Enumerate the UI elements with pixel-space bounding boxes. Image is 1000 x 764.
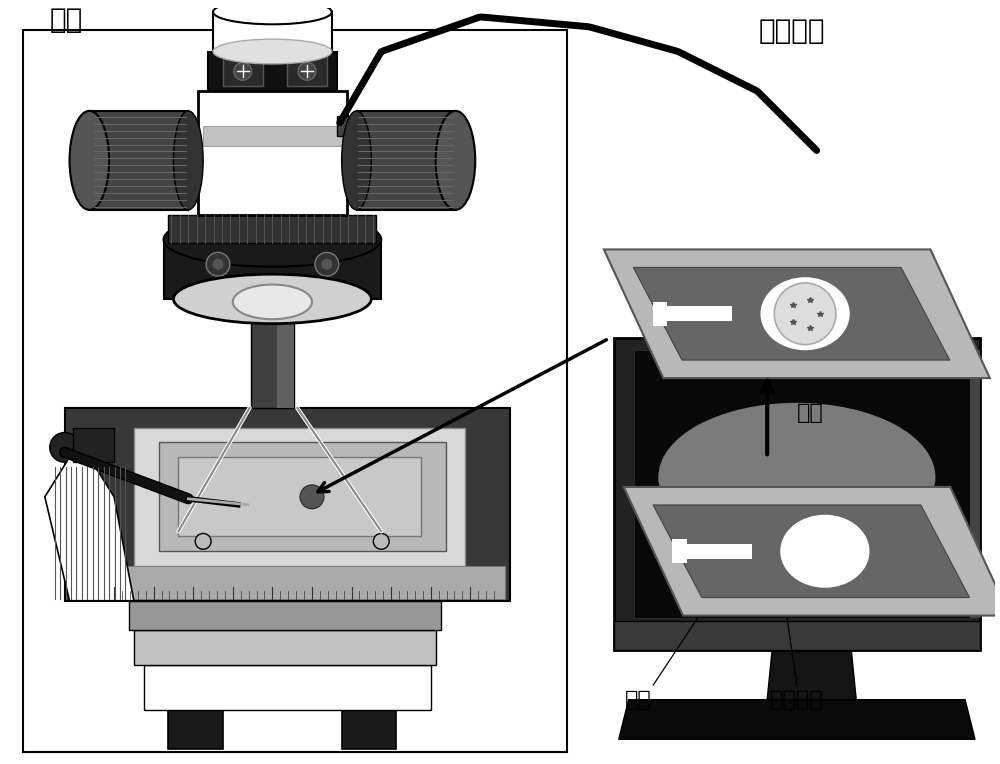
Polygon shape [208,51,337,91]
Polygon shape [159,442,446,552]
Polygon shape [89,111,188,210]
Polygon shape [65,408,510,601]
Text: 基底: 基底 [625,690,652,710]
Ellipse shape [173,111,203,210]
FancyBboxPatch shape [168,710,223,749]
Circle shape [322,259,332,269]
Polygon shape [687,544,752,558]
Polygon shape [223,57,263,86]
Polygon shape [653,505,970,597]
Text: 图像采集: 图像采集 [759,17,825,45]
Circle shape [300,485,324,509]
Ellipse shape [164,212,381,267]
Polygon shape [667,306,732,321]
Circle shape [774,283,836,345]
Ellipse shape [213,39,332,64]
Ellipse shape [780,515,869,588]
Polygon shape [134,630,436,665]
Polygon shape [767,650,856,700]
Polygon shape [45,457,134,601]
Polygon shape [134,428,465,566]
Polygon shape [251,240,294,408]
Polygon shape [144,665,431,710]
Polygon shape [970,351,980,617]
Polygon shape [624,487,1000,616]
FancyBboxPatch shape [23,30,567,752]
Polygon shape [357,111,455,210]
Ellipse shape [70,111,109,210]
Polygon shape [198,91,347,215]
Circle shape [234,63,252,80]
Ellipse shape [213,0,332,24]
Circle shape [50,432,79,462]
Polygon shape [604,249,990,378]
Text: 暗箱: 暗箱 [50,5,83,34]
Polygon shape [337,116,366,136]
Polygon shape [73,428,114,462]
Polygon shape [672,539,687,563]
Polygon shape [653,302,667,326]
Polygon shape [634,351,970,617]
Circle shape [206,252,230,276]
Circle shape [298,63,316,80]
Polygon shape [99,566,505,599]
Circle shape [195,533,211,549]
Polygon shape [614,338,980,650]
Ellipse shape [164,240,381,299]
Polygon shape [129,601,441,630]
Polygon shape [633,267,950,360]
Ellipse shape [436,111,475,210]
Polygon shape [203,126,342,145]
Circle shape [315,252,339,276]
Polygon shape [614,620,980,650]
FancyBboxPatch shape [342,710,396,749]
Polygon shape [168,215,376,242]
Ellipse shape [173,274,371,324]
Polygon shape [277,240,294,408]
Ellipse shape [658,403,935,552]
Text: 布基芯片: 布基芯片 [770,690,824,710]
Circle shape [213,259,223,269]
Ellipse shape [760,277,850,350]
Polygon shape [164,240,381,299]
Polygon shape [178,457,421,536]
Text: 分析: 分析 [797,403,824,422]
Ellipse shape [233,284,312,319]
Circle shape [373,533,389,549]
Polygon shape [287,57,327,86]
Polygon shape [619,700,975,740]
Ellipse shape [342,111,371,210]
Polygon shape [213,12,332,51]
